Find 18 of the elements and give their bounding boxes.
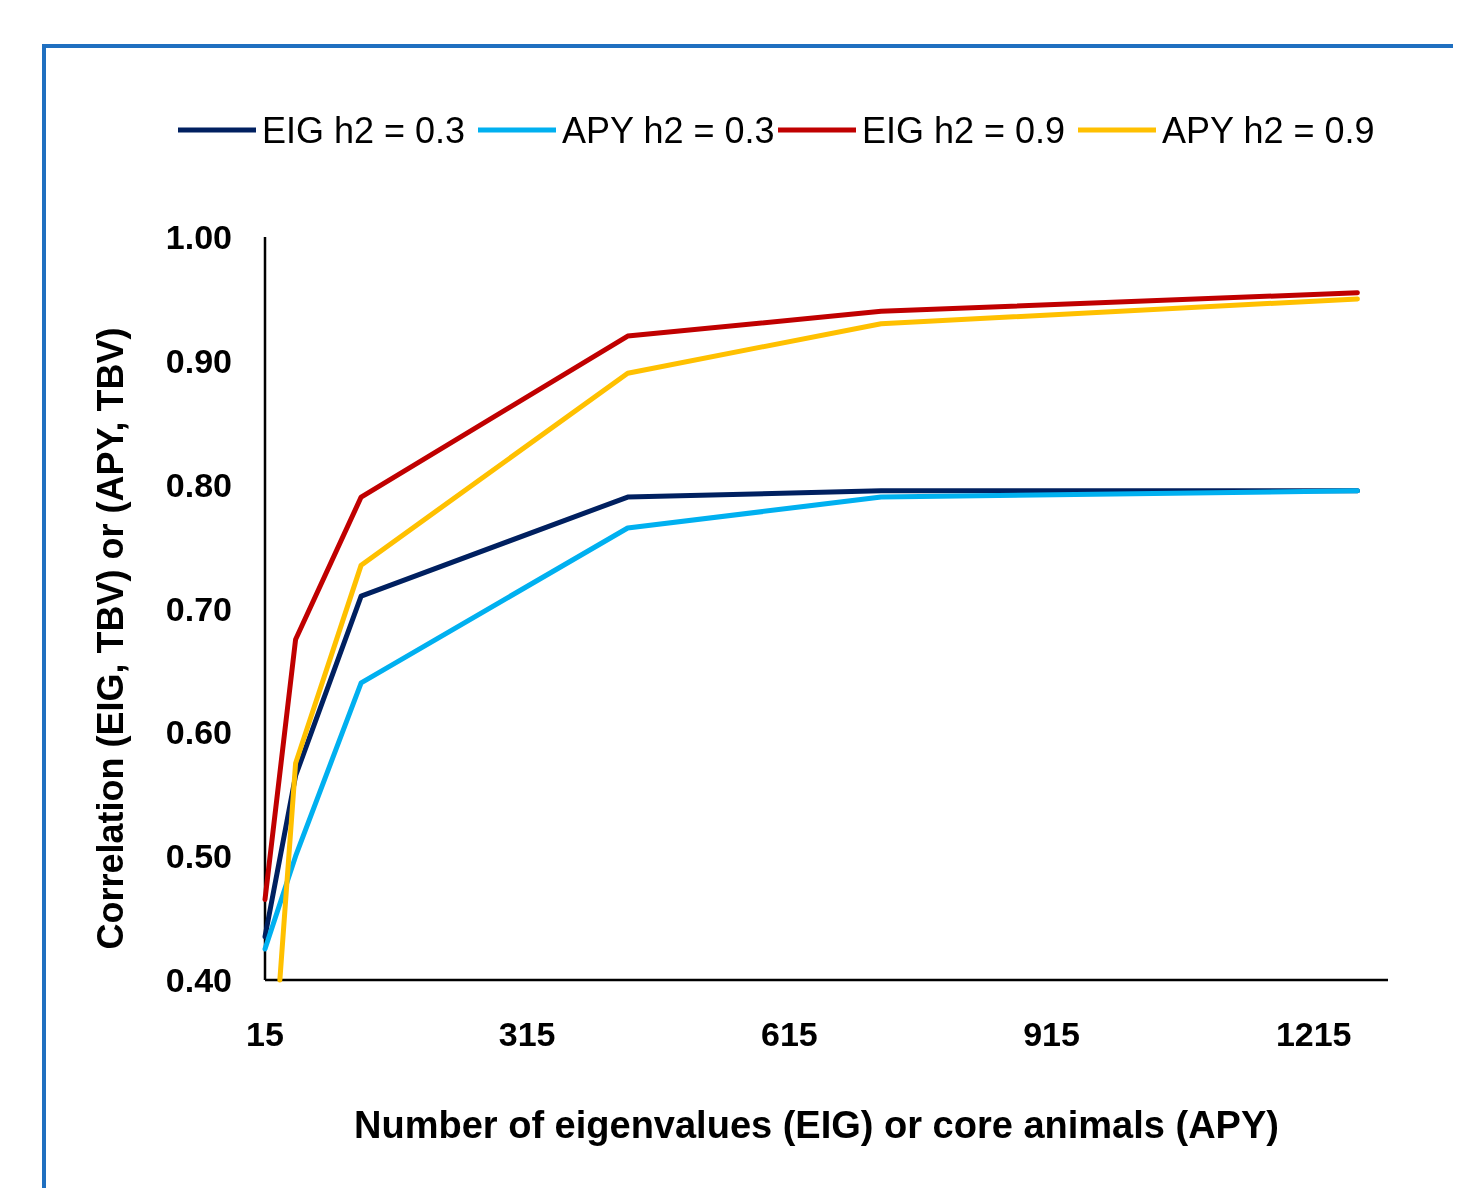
legend-label: APY h2 = 0.3	[562, 109, 775, 151]
x-tick-label: 15	[246, 1015, 284, 1053]
x-tick-label: 615	[760, 1015, 818, 1053]
y-axis-title: Correlation (EIG, TBV) or (APY, TBV)	[90, 327, 131, 950]
y-tick-label: 0.90	[165, 341, 232, 380]
legend-label: EIG h2 = 0.3	[262, 109, 466, 151]
y-tick-label: 1.00	[165, 218, 232, 256]
x-tick-label: 1215	[1275, 1015, 1352, 1053]
y-tick-label: 0.80	[165, 465, 232, 504]
y-tick-label: 0.60	[165, 713, 232, 752]
x-tick-label: 915	[1023, 1015, 1080, 1053]
legend-label: APY h2 = 0.9	[1162, 109, 1375, 151]
x-axis-title: Number of eigenvalues (EIG) or core animals (APY)	[354, 1104, 1279, 1146]
y-tick-label: 0.70	[165, 589, 232, 628]
legend-label: EIG h2 = 0.9	[862, 109, 1066, 151]
y-tick-label: 0.40	[165, 961, 232, 999]
x-tick-label: 315	[498, 1015, 556, 1053]
y-tick-label: 0.50	[165, 837, 232, 876]
